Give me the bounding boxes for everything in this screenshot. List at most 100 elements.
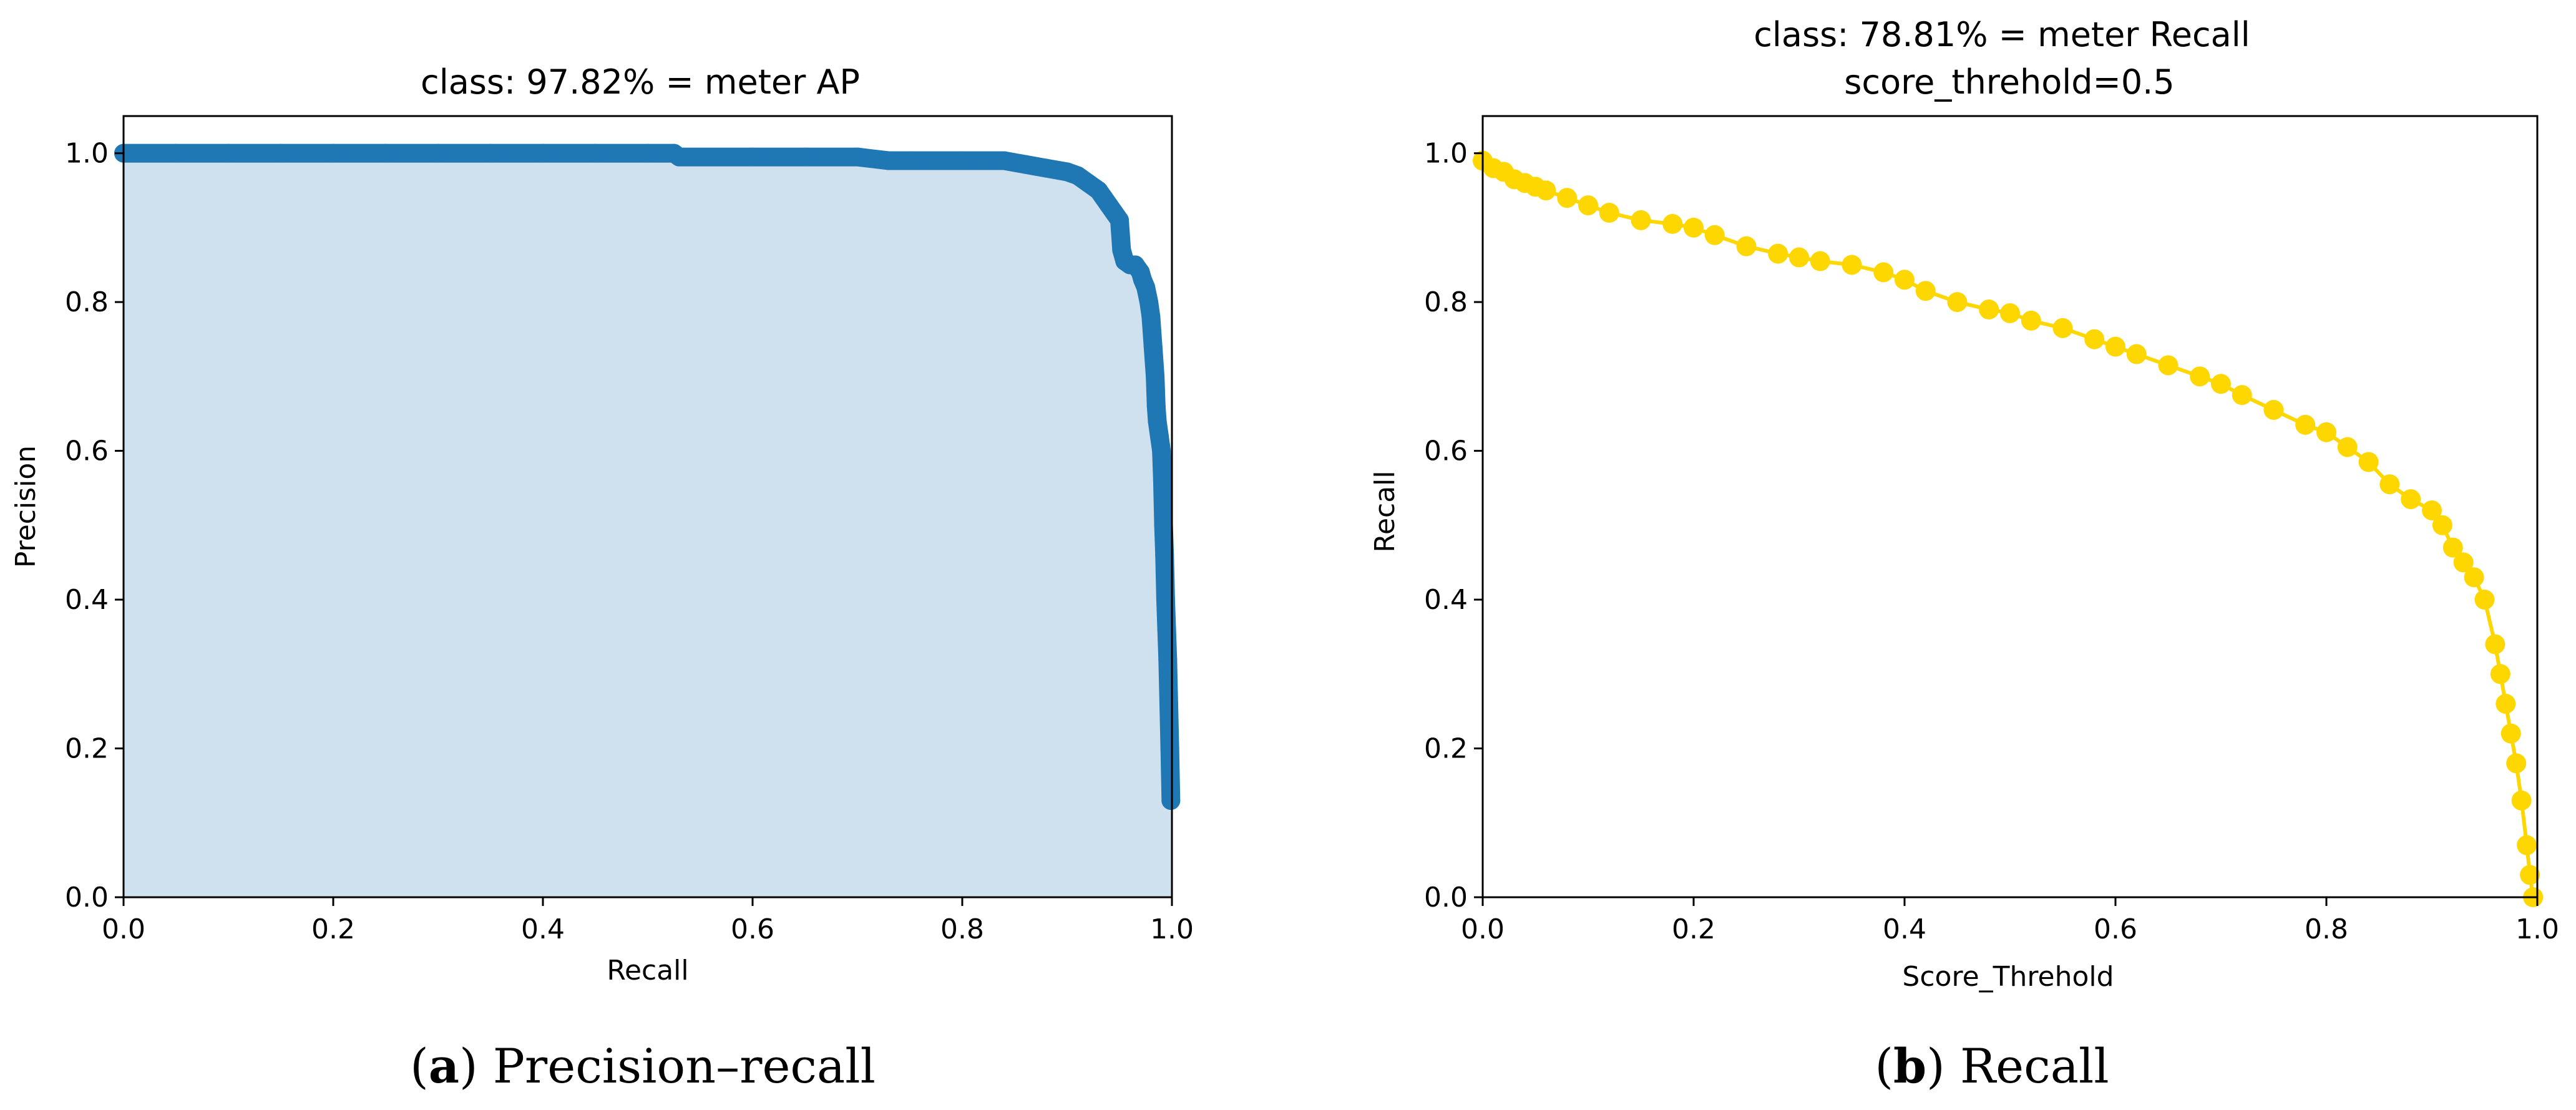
data-point xyxy=(1148,411,1167,431)
data-point xyxy=(1161,791,1181,810)
data-point xyxy=(2105,336,2125,357)
data-point xyxy=(1154,515,1173,535)
data-point xyxy=(2453,552,2474,573)
series-line xyxy=(1481,159,2535,898)
data-point xyxy=(1141,307,1161,326)
y-tick-label: 0.0 xyxy=(1424,882,1468,913)
y-tick-label: 0.4 xyxy=(1424,584,1468,616)
data-point xyxy=(2511,790,2532,811)
data-point xyxy=(2485,634,2505,655)
data-point xyxy=(953,151,972,170)
data-point xyxy=(2358,452,2379,472)
data-point xyxy=(900,151,919,170)
data-point xyxy=(1842,255,1862,275)
data-point xyxy=(2232,385,2252,406)
data-point xyxy=(1136,278,1155,297)
data-point xyxy=(1146,397,1166,416)
x-tick-label: 0.0 xyxy=(102,913,145,945)
y-tick-label: 1.0 xyxy=(1424,138,1468,170)
chart-b-title: class: 78.81% = meter Recall xyxy=(1754,15,2250,54)
data-point xyxy=(1536,180,1556,201)
data-point xyxy=(2474,590,2495,610)
chart-b-subtitle: score_threhold=0.5 xyxy=(1844,62,2174,102)
data-point xyxy=(2422,500,2442,520)
data-point xyxy=(1631,210,1651,230)
area-fill-layer xyxy=(124,153,1172,898)
data-point xyxy=(796,147,814,167)
x-tick-label: 0.0 xyxy=(1461,913,1505,945)
plot-frame xyxy=(122,115,1173,898)
recall-chart: class: 78.81% = meter Recall score_threh… xyxy=(1369,15,2559,1094)
data-point xyxy=(2316,422,2336,442)
data-point xyxy=(1915,281,1936,301)
y-tick-label: 1.0 xyxy=(65,138,109,170)
data-point xyxy=(1662,213,1683,234)
x-tick-label: 0.8 xyxy=(940,913,984,945)
data-point xyxy=(376,144,395,163)
y-tick-label: 0.0 xyxy=(65,882,109,913)
y-tick-label: 0.4 xyxy=(65,584,109,616)
data-point xyxy=(1578,195,1598,216)
data-point xyxy=(670,147,689,167)
y-axis-ticks: 0.0 0.2 0.4 0.6 0.8 1.0 xyxy=(65,138,124,913)
data-point xyxy=(2126,344,2147,364)
caption-a-text: Precision–recall xyxy=(478,1038,876,1094)
data-point xyxy=(743,147,762,167)
data-point xyxy=(2295,414,2316,435)
data-point xyxy=(1110,210,1129,230)
data-point xyxy=(1153,471,1172,490)
x-tick-label: 0.2 xyxy=(1672,913,1715,945)
data-point xyxy=(1947,292,1968,313)
plot-frame xyxy=(1481,115,2539,898)
x-tick-label: 0.2 xyxy=(311,913,355,945)
series-layer xyxy=(1473,150,2544,907)
y-axis-ticks: 0.0 0.2 0.4 0.6 0.8 1.0 xyxy=(1424,138,1483,913)
data-point xyxy=(2211,374,2231,394)
chart-a-title: class: 97.82% = meter AP xyxy=(421,62,860,102)
data-point xyxy=(1789,247,1809,268)
x-axis-label: Score_Threhold xyxy=(1902,961,2114,993)
data-point xyxy=(1143,337,1163,356)
data-point xyxy=(1979,299,1999,320)
x-tick-label: 0.8 xyxy=(2305,913,2348,945)
data-point xyxy=(1155,545,1174,565)
data-point xyxy=(2442,537,2463,558)
x-tick-label: 1.0 xyxy=(1150,913,1194,945)
data-point xyxy=(1159,694,1178,713)
x-tick-label: 1.0 xyxy=(2515,913,2559,945)
y-tick-label: 0.2 xyxy=(65,733,109,765)
data-point xyxy=(1895,270,1915,290)
data-point xyxy=(1557,188,1578,208)
x-tick-label: 0.4 xyxy=(1883,913,1926,945)
data-point xyxy=(1158,650,1178,669)
y-axis-label: Precision xyxy=(10,445,42,568)
caption-b-text: Recall xyxy=(1945,1038,2109,1094)
data-point xyxy=(429,144,447,163)
y-axis-label: Recall xyxy=(1369,470,1401,552)
data-point xyxy=(879,151,899,170)
data-point xyxy=(1599,203,1619,223)
x-tick-label: 0.6 xyxy=(2094,913,2137,945)
y-tick-label: 0.6 xyxy=(1424,436,1468,467)
data-point xyxy=(1684,217,1704,238)
data-point xyxy=(995,151,1014,170)
data-point xyxy=(2000,303,2020,323)
caption-a-letter: a xyxy=(429,1038,459,1094)
data-point xyxy=(1015,155,1035,174)
data-point xyxy=(1768,243,1788,264)
data-point xyxy=(638,144,657,163)
data-point xyxy=(586,144,605,163)
data-point xyxy=(481,144,500,163)
x-axis-ticks: 0.0 0.2 0.4 0.6 0.8 1.0 xyxy=(102,897,1194,945)
data-point xyxy=(1810,251,1830,271)
x-tick-label: 0.4 xyxy=(521,913,565,945)
data-point xyxy=(1873,262,1894,283)
data-point xyxy=(534,144,552,163)
data-point xyxy=(2490,664,2510,684)
area-fill xyxy=(124,153,1172,898)
y-tick-label: 0.6 xyxy=(65,436,109,467)
data-point xyxy=(2464,567,2484,588)
data-point xyxy=(2337,437,2358,457)
data-point xyxy=(2500,723,2521,744)
